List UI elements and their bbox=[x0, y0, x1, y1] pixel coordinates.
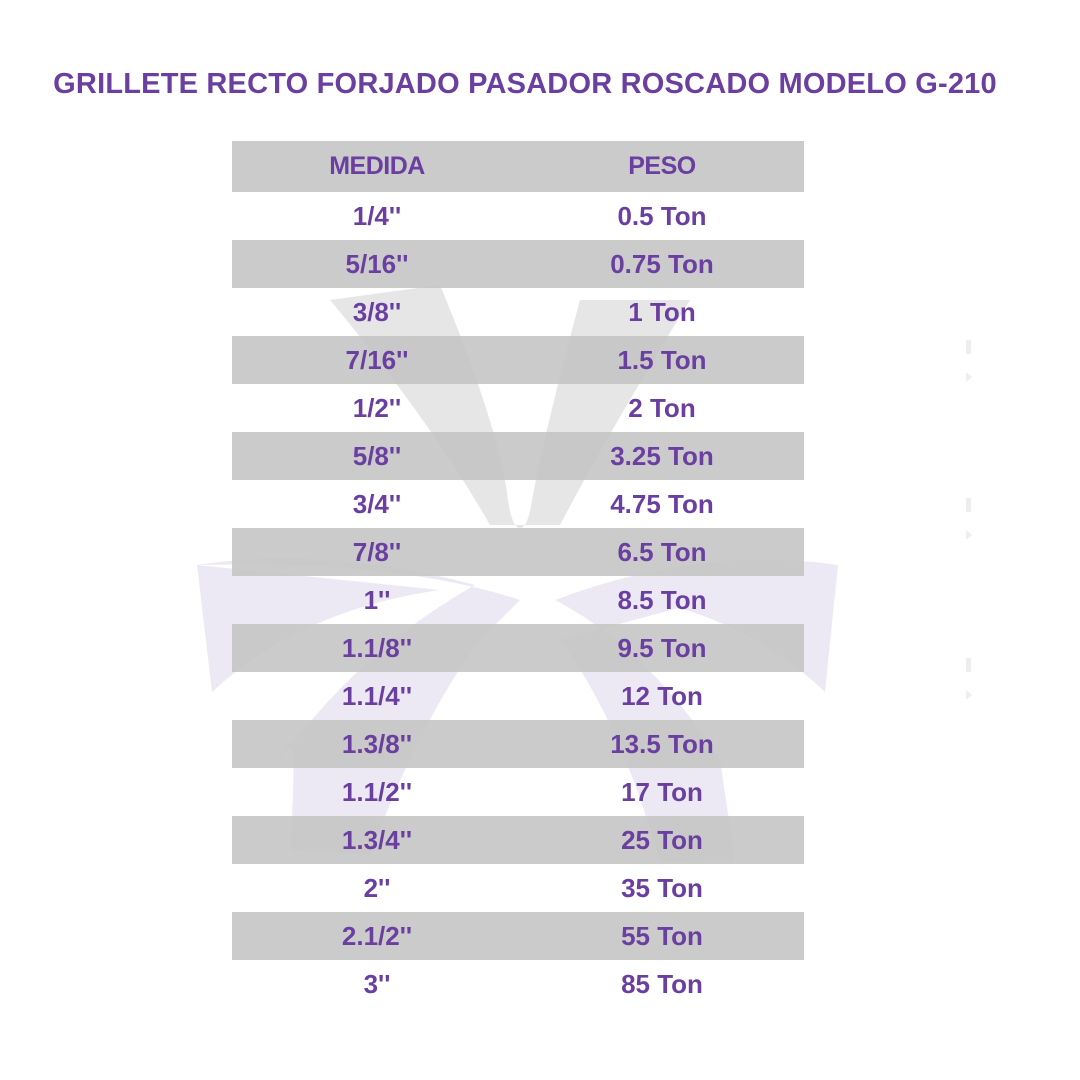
table-row: 1.1/8'' 9.5 Ton bbox=[232, 624, 804, 672]
medida-cell: 1'' bbox=[363, 584, 391, 615]
peso-cell: 17 Ton bbox=[621, 776, 703, 807]
table-row: 3'' 85 Ton bbox=[232, 960, 804, 1008]
medida-cell: 3/4'' bbox=[352, 488, 402, 519]
table-row: 3/4'' 4.75 Ton bbox=[232, 480, 804, 528]
column-header-peso: PESO bbox=[628, 152, 696, 180]
peso-cell: 1 Ton bbox=[628, 296, 696, 327]
peso-cell: 25 Ton bbox=[621, 824, 703, 855]
medida-cell: 1.3/8'' bbox=[341, 728, 413, 759]
page-title: GRILLETE RECTO FORJADO PASADOR ROSCADO M… bbox=[53, 68, 997, 100]
medida-cell: 5/8'' bbox=[352, 440, 402, 471]
table-row: 1'' 8.5 Ton bbox=[232, 576, 804, 624]
peso-cell: 2 Ton bbox=[628, 392, 696, 423]
peso-cell: 4.75 Ton bbox=[610, 488, 714, 519]
medida-cell: 2.1/2'' bbox=[341, 920, 413, 951]
table-row: 1/4'' 0.5 Ton bbox=[232, 192, 804, 240]
table-row: 7/16'' 1.5 Ton bbox=[232, 336, 804, 384]
medida-cell: 1.3/4'' bbox=[341, 824, 413, 855]
table-row: 2.1/2'' 55 Ton bbox=[232, 912, 804, 960]
peso-cell: 8.5 Ton bbox=[617, 584, 707, 615]
peso-cell: 12 Ton bbox=[621, 680, 703, 711]
edge-decoration bbox=[966, 340, 972, 700]
medida-cell: 7/8'' bbox=[352, 536, 402, 567]
table-row: 5/8'' 3.25 Ton bbox=[232, 432, 804, 480]
peso-cell: 6.5 Ton bbox=[617, 536, 707, 567]
table-header-row: MEDIDA PESO bbox=[232, 141, 804, 192]
table-row: 2'' 35 Ton bbox=[232, 864, 804, 912]
medida-cell: 1.1/8'' bbox=[341, 632, 413, 663]
peso-cell: 0.5 Ton bbox=[617, 200, 707, 231]
medida-cell: 1.1/2'' bbox=[341, 776, 413, 807]
medida-cell: 3'' bbox=[363, 968, 391, 999]
table-row: 5/16'' 0.75 Ton bbox=[232, 240, 804, 288]
peso-cell: 35 Ton bbox=[621, 872, 703, 903]
medida-cell: 1.1/4'' bbox=[341, 680, 413, 711]
table-row: 3/8'' 1 Ton bbox=[232, 288, 804, 336]
table-row: 7/8'' 6.5 Ton bbox=[232, 528, 804, 576]
medida-cell: 3/8'' bbox=[352, 296, 402, 327]
medida-cell: 5/16'' bbox=[345, 248, 409, 279]
table-row: 1.3/8'' 13.5 Ton bbox=[232, 720, 804, 768]
table-row: 1.1/2'' 17 Ton bbox=[232, 768, 804, 816]
peso-cell: 0.75 Ton bbox=[610, 248, 714, 279]
medida-cell: 1/4'' bbox=[352, 200, 402, 231]
medida-cell: 1/2'' bbox=[352, 392, 402, 423]
peso-cell: 3.25 Ton bbox=[610, 440, 714, 471]
column-header-medida: MEDIDA bbox=[329, 152, 425, 180]
medida-cell: 2'' bbox=[363, 872, 391, 903]
peso-cell: 55 Ton bbox=[621, 920, 703, 951]
peso-cell: 85 Ton bbox=[621, 968, 703, 999]
peso-cell: 1.5 Ton bbox=[617, 344, 707, 375]
medida-cell: 7/16'' bbox=[345, 344, 409, 375]
capacity-table: MEDIDA PESO 1/4'' 0.5 Ton 5/16'' 0.75 To… bbox=[232, 141, 804, 1008]
table-row: 1.3/4'' 25 Ton bbox=[232, 816, 804, 864]
peso-cell: 9.5 Ton bbox=[617, 632, 707, 663]
peso-cell: 13.5 Ton bbox=[610, 728, 714, 759]
table-row: 1/2'' 2 Ton bbox=[232, 384, 804, 432]
table-row: 1.1/4'' 12 Ton bbox=[232, 672, 804, 720]
